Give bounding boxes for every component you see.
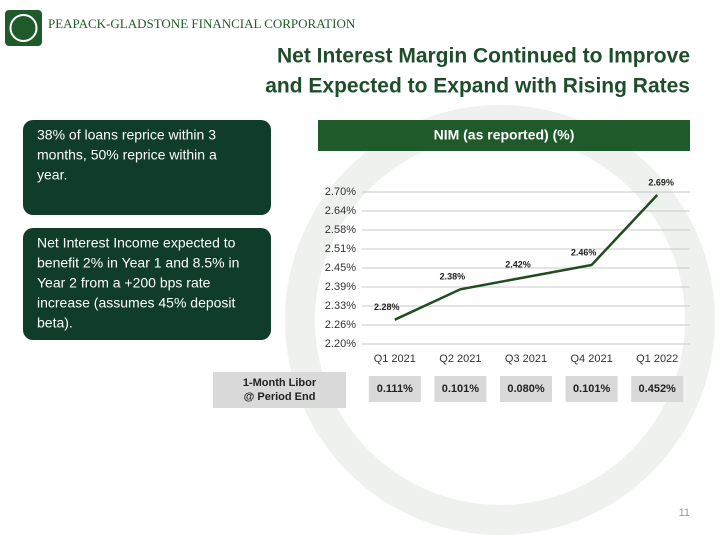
x-tick-label: Q1 2022 [636, 353, 678, 365]
y-tick-label: 2.26% [325, 319, 356, 331]
libor-value-box [565, 376, 618, 402]
slide-title: Net Interest Margin Continued to Improve [277, 45, 690, 68]
callout-text: Net Interest Income expected to [37, 235, 236, 251]
libor-label: @ Period End [244, 391, 316, 403]
slide-title: and Expected to Expand with Rising Rates [265, 75, 690, 98]
logo-ring [9, 14, 38, 42]
callout-text: 38% of loans reprice within 3 [37, 127, 216, 143]
libor-value-box [434, 376, 487, 402]
y-tick-label: 2.64% [325, 205, 356, 217]
y-tick-label: 2.58% [325, 224, 356, 236]
x-tick-label: Q3 2021 [505, 353, 547, 365]
libor-value: 0.452% [639, 383, 677, 395]
data-label: 2.28% [374, 302, 400, 312]
callout-text: year. [37, 167, 67, 183]
data-label: 2.46% [571, 247, 597, 257]
libor-value: 0.101% [442, 383, 480, 395]
x-tick-label: Q1 2021 [374, 353, 416, 365]
chart-header [318, 120, 690, 151]
nim-line [394, 194, 659, 321]
x-tick-label: Q2 2021 [439, 353, 481, 365]
y-tick-label: 2.39% [325, 281, 356, 293]
callout-text: beta). [37, 315, 73, 331]
chart-title: NIM (as reported) (%) [434, 127, 575, 143]
libor-label: 1-Month Libor [243, 377, 317, 389]
libor-label-box [213, 372, 346, 408]
libor-value: 0.111% [377, 383, 413, 395]
libor-value: 0.080% [507, 383, 545, 395]
libor-value-box [631, 376, 684, 402]
callout-text: benefit 2% in Year 1 and 8.5% in [37, 255, 239, 271]
x-tick-label: Q4 2021 [570, 353, 612, 365]
y-tick-label: 2.33% [325, 300, 356, 312]
y-tick-label: 2.70% [325, 186, 356, 198]
page-number: 11 [679, 507, 690, 519]
y-tick-label: 2.51% [325, 243, 356, 255]
y-tick-label: 2.45% [325, 262, 356, 274]
company-name: PEAPACK-GLADSTONE FINANCIAL CORPORATION [48, 16, 356, 31]
data-label: 2.42% [505, 259, 531, 269]
y-tick-label: 2.20% [325, 338, 356, 350]
callout-text: Year 2 from a +200 bps rate [37, 275, 211, 291]
libor-value-box [500, 376, 552, 402]
callout-box [23, 120, 271, 215]
callout-text: months, 50% reprice within a [37, 147, 217, 163]
watermark-seal [285, 105, 715, 535]
callout-box [23, 228, 271, 340]
data-label: 2.38% [440, 272, 466, 282]
libor-value-box [368, 376, 421, 402]
data-label: 2.69% [648, 177, 674, 187]
callout-text: increase (assumes 45% deposit [37, 295, 236, 311]
libor-value: 0.101% [573, 383, 611, 395]
